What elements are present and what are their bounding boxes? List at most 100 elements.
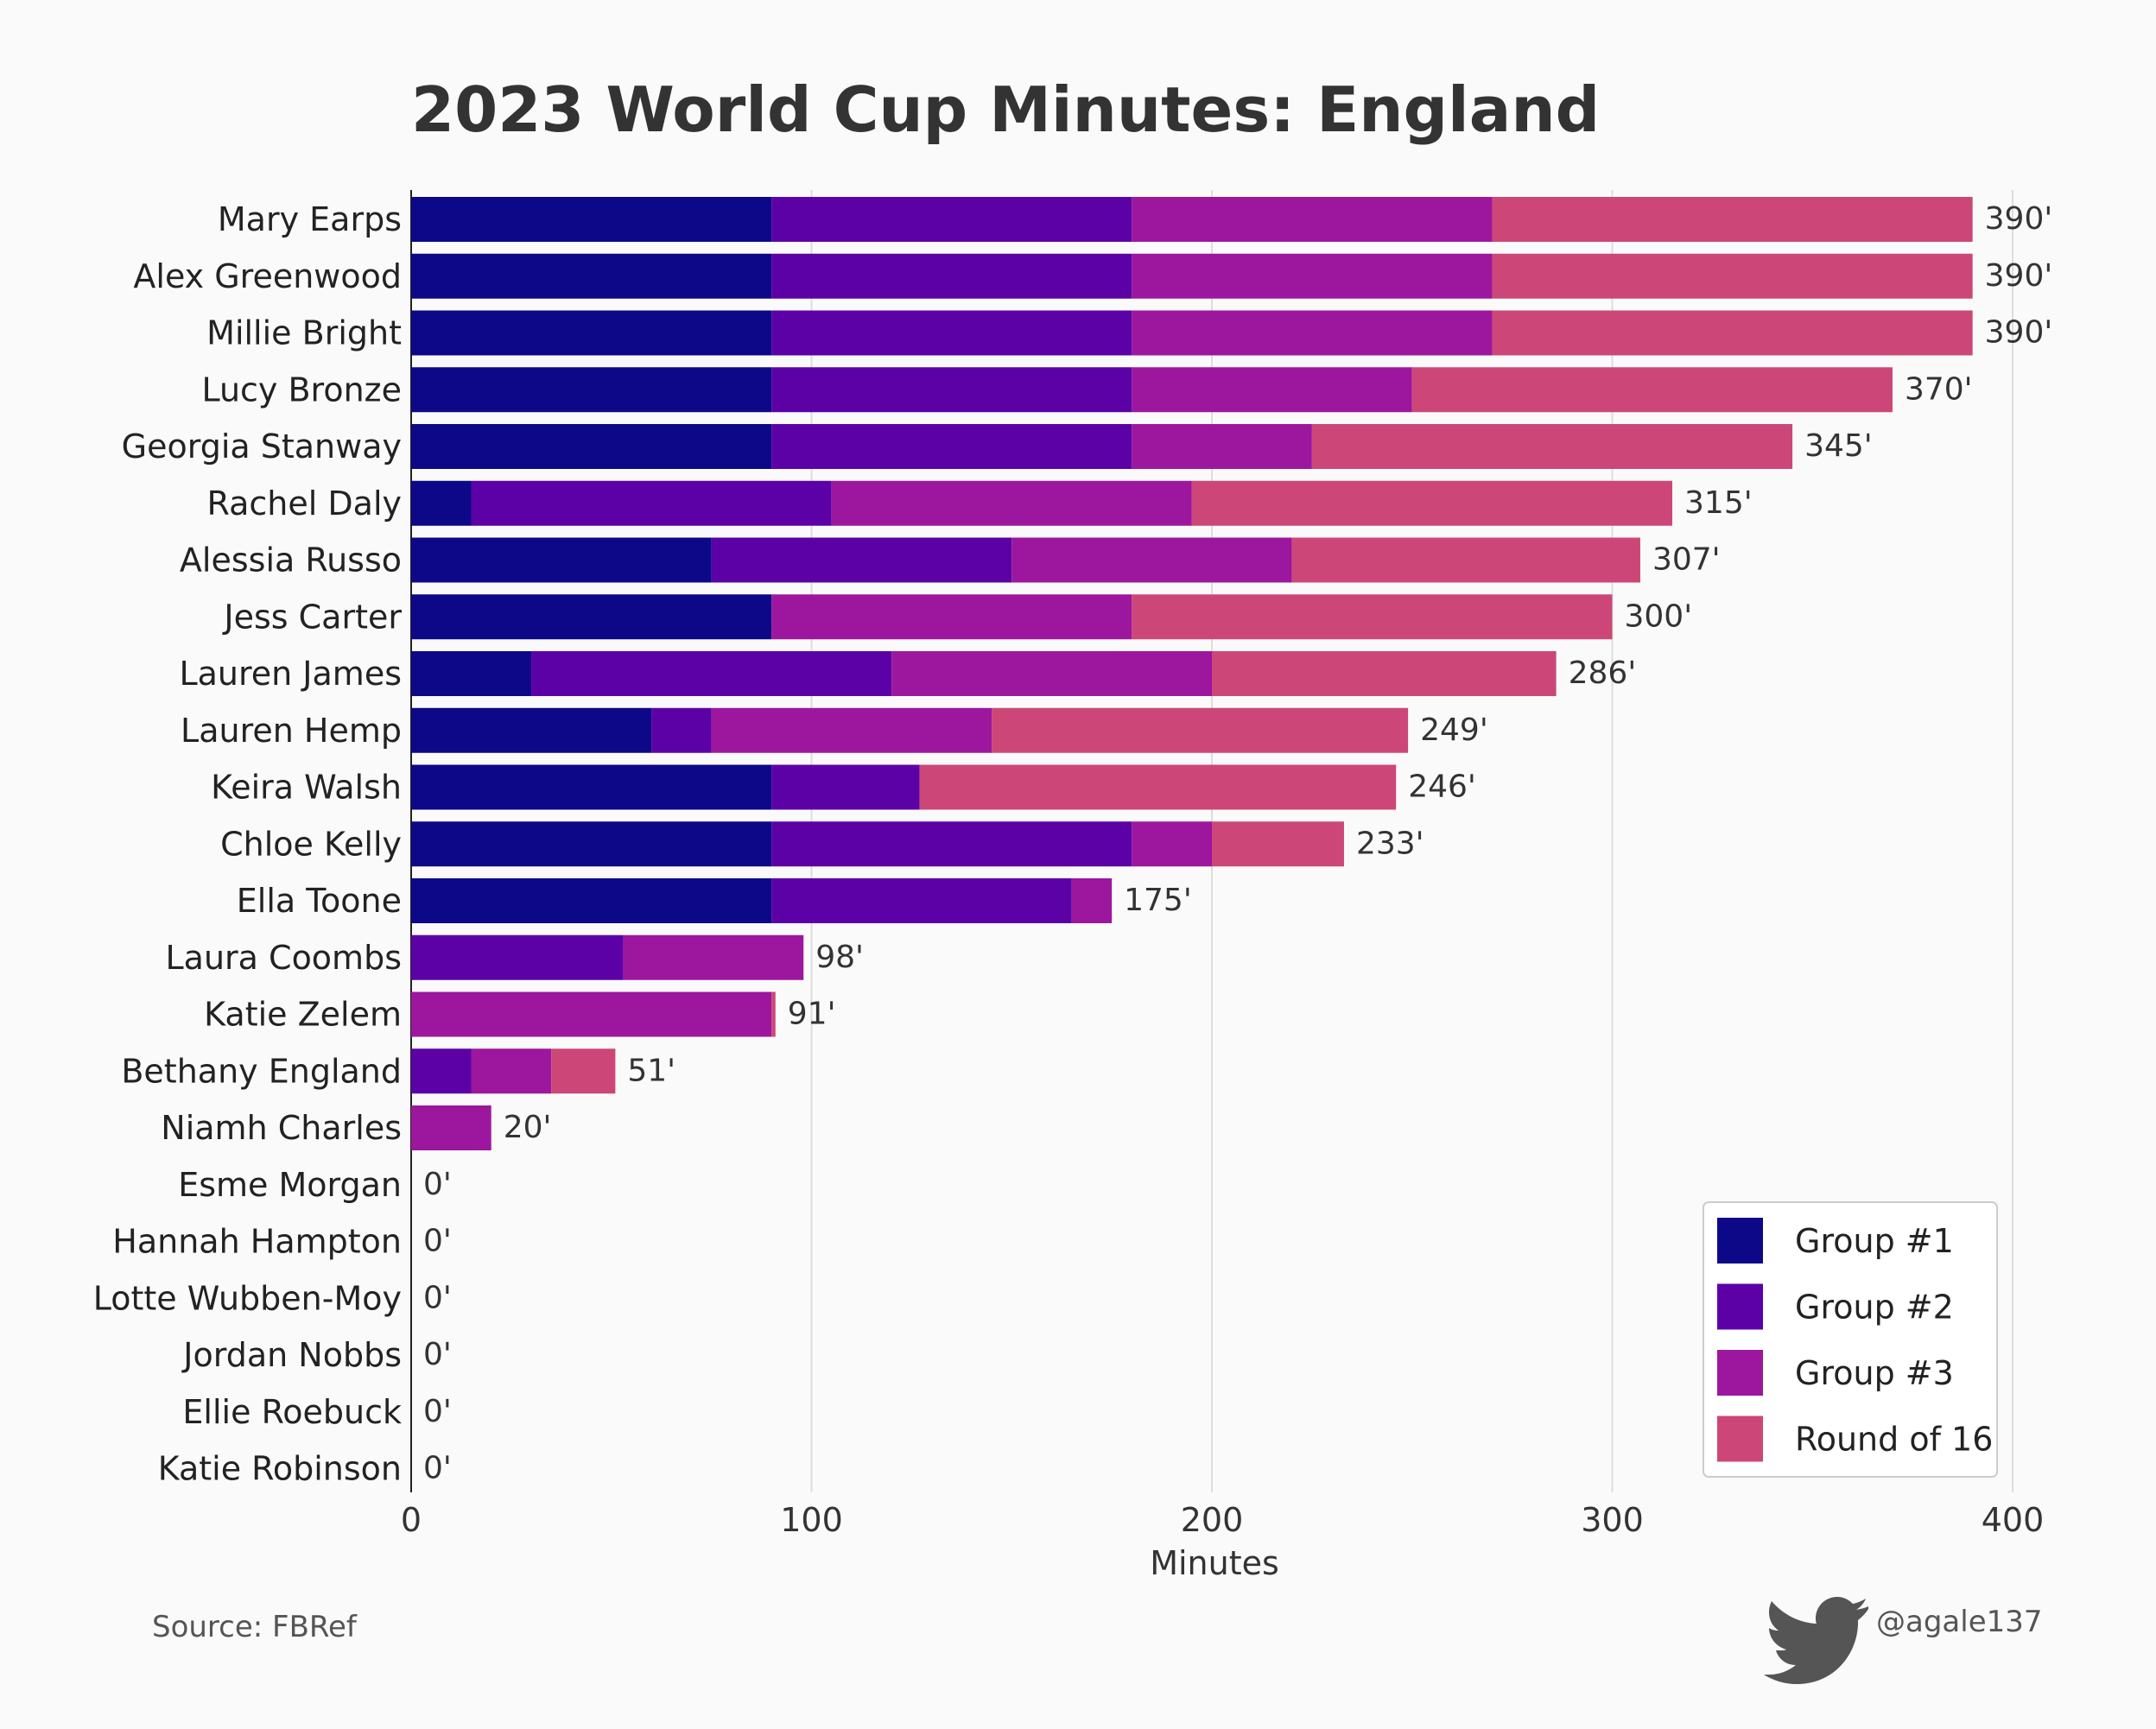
bar-segment [411, 707, 652, 753]
y-tick-label: Alex Greenwood [133, 257, 402, 295]
bar-segment [1132, 367, 1412, 413]
bar-segment [1132, 594, 1613, 640]
bar-segment [411, 821, 772, 867]
credit-handle: @agale137 [1876, 1605, 2043, 1639]
y-tick-label: Lauren James [179, 655, 402, 693]
y-tick-label: Alessia Russo [180, 542, 402, 580]
bar-segment [411, 764, 772, 810]
bars [411, 197, 1973, 1150]
bar-segment [1191, 480, 1673, 526]
legend-box [1703, 1201, 1998, 1478]
bar-segment [771, 253, 1132, 299]
bar-segment [1492, 310, 1973, 356]
y-tick-label: Katie Robinson [158, 1450, 402, 1488]
y-tick-label: Bethany England [121, 1052, 402, 1090]
y-tick-label: Chloe Kelly [220, 825, 402, 863]
credit[interactable]: @agale137 [1764, 1597, 2043, 1684]
total-label: 300' [1625, 598, 1693, 634]
total-label: 98' [815, 940, 864, 975]
bar-segment [471, 1048, 552, 1094]
total-label: 315' [1684, 485, 1753, 521]
bar-segment [411, 367, 772, 413]
y-tick-label: Laura Coombs [166, 939, 403, 977]
total-label: 0' [423, 1394, 452, 1429]
bar-segment [531, 651, 892, 696]
bar-segment [1071, 878, 1113, 923]
chart-title: 2023 World Cup Minutes: England [411, 73, 1600, 146]
y-tick-label: Hannah Hampton [112, 1223, 402, 1261]
total-label: 307' [1652, 542, 1721, 578]
bar-segment [771, 878, 1072, 923]
bar-segment [711, 537, 1012, 583]
bar-segment [1311, 424, 1793, 469]
legend-swatch [1717, 1283, 1763, 1330]
total-label: 249' [1420, 712, 1488, 748]
legend-label: Group #1 [1795, 1222, 1954, 1260]
total-label: 390' [1985, 258, 2053, 294]
bar-segment [1492, 253, 1973, 299]
bar-segment [651, 707, 712, 753]
bar-segment [831, 480, 1192, 526]
twitter-bird-icon [1764, 1597, 1868, 1684]
bar-segment [411, 934, 624, 980]
legend-swatch [1717, 1350, 1763, 1396]
y-tick-label: Georgia Stanway [122, 428, 402, 466]
bar-segment [1011, 537, 1292, 583]
total-label: 390' [1985, 201, 2053, 237]
x-axis-label: Minutes [1150, 1544, 1279, 1582]
y-tick-label: Ella Toone [237, 882, 402, 920]
bar-segment [411, 878, 772, 923]
bar-segment [411, 1048, 472, 1094]
legend-swatch [1717, 1218, 1763, 1264]
legend-label: Group #2 [1795, 1289, 1954, 1327]
y-tick-label: Esme Morgan [178, 1166, 402, 1204]
total-label: 0' [423, 1337, 452, 1372]
bar-segment [411, 197, 772, 242]
bar-segment [771, 764, 920, 810]
bar-segment [411, 424, 772, 469]
total-label: 0' [423, 1451, 452, 1486]
y-tick-label: Lotte Wubben-Moy [93, 1279, 402, 1317]
bar-segment [992, 707, 1409, 753]
bar-segment [771, 821, 1132, 867]
total-label: 0' [423, 1280, 452, 1315]
bar-segment [471, 480, 832, 526]
y-tick-label: Millie Bright [206, 314, 402, 352]
bar-segment [411, 1105, 491, 1150]
legend-swatch [1717, 1416, 1763, 1462]
y-tick-label: Lauren Hemp [181, 712, 402, 750]
bar-segment [771, 594, 1132, 640]
bar-segment [711, 707, 992, 753]
bar-segment [771, 424, 1132, 469]
y-tick-label: Keira Walsh [211, 769, 402, 807]
bar-segment [1411, 367, 1893, 413]
bar-segment [1212, 821, 1344, 867]
y-tick-label: Ellie Roebuck [182, 1393, 402, 1431]
total-label: 233' [1356, 826, 1424, 861]
legend-label: Round of 16 [1795, 1421, 1993, 1459]
y-tick-labels: Mary Earps Alex Greenwood Millie Bright Luc… [93, 200, 403, 1488]
total-label: 246' [1408, 770, 1476, 805]
bar-segment [1212, 651, 1557, 696]
bar-segment [1492, 197, 1973, 242]
bar-segment [411, 480, 472, 526]
bar-segment [771, 310, 1132, 356]
y-tick-label: Katie Zelem [204, 996, 402, 1034]
bar-segment [411, 651, 532, 696]
bar-segment [1291, 537, 1640, 583]
bar-segment [1132, 197, 1493, 242]
bar-segment [411, 594, 772, 640]
total-label: 20' [504, 1110, 552, 1145]
x-tick-label: 100 [780, 1501, 843, 1539]
total-label: 345' [1804, 428, 1873, 464]
bar-segment [1132, 253, 1493, 299]
bar-segment [1132, 424, 1312, 469]
total-label: 390' [1985, 315, 2053, 351]
y-tick-label: Rachel Daly [207, 484, 402, 522]
total-label: 91' [788, 997, 836, 1032]
y-tick-label: Lucy Bronze [201, 370, 402, 408]
total-label: 286' [1569, 656, 1637, 691]
y-tick-label: Niamh Charles [161, 1109, 402, 1147]
bar-segment [771, 197, 1132, 242]
